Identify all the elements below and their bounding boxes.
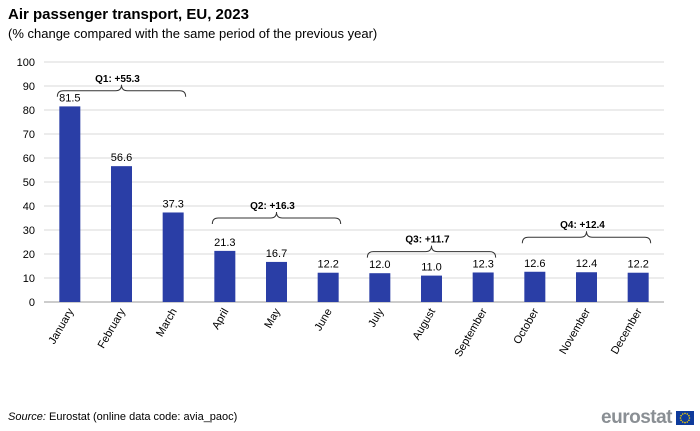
data-label: 16.7 <box>266 248 287 260</box>
y-tick-label: 60 <box>23 153 35 165</box>
x-tick-label: February <box>96 306 129 351</box>
data-label: 81.5 <box>59 92 80 104</box>
x-tick-label: July <box>366 306 386 329</box>
x-tick-label: October <box>511 306 541 346</box>
data-label: 12.3 <box>472 258 493 270</box>
chart-subtitle: (% change compared with the same period … <box>8 26 378 41</box>
bar-june <box>317 272 339 302</box>
y-tick-label: 0 <box>29 297 35 309</box>
eurostat-logo: eurostat <box>601 407 694 429</box>
bar-september <box>472 272 494 302</box>
quarter-label-q2: Q2: +16.3 <box>250 201 295 212</box>
data-label: 37.3 <box>162 198 183 210</box>
quarter-label-q3: Q3: +11.7 <box>405 235 450 246</box>
logo-text: eurostat <box>601 407 672 428</box>
bar-march <box>162 212 184 302</box>
y-tick-label: 40 <box>23 201 35 213</box>
bar-july <box>369 273 391 302</box>
y-tick-label: 80 <box>23 105 35 117</box>
quarter-bracket-q1 <box>56 84 187 97</box>
bar-august <box>421 275 442 302</box>
x-tick-label: January <box>46 306 76 346</box>
y-tick-label: 90 <box>23 81 35 93</box>
y-tick-label: 10 <box>23 273 35 285</box>
x-tick-label: December <box>609 306 645 356</box>
x-tick-label: May <box>262 306 283 330</box>
data-label: 12.0 <box>369 259 390 271</box>
x-tick-label: April <box>210 307 231 332</box>
data-label: 21.3 <box>214 237 235 249</box>
quarter-label-q4: Q4: +12.4 <box>560 220 605 231</box>
source-text: Eurostat (online data code: avia_paoc) <box>48 411 238 423</box>
quarter-bracket-q2 <box>211 211 342 225</box>
bar-april <box>214 250 236 302</box>
x-tick-label: November <box>557 306 593 356</box>
bar-january <box>59 106 81 303</box>
y-tick-label: 50 <box>23 177 35 189</box>
data-label: 12.2 <box>627 259 648 271</box>
y-tick-label: 30 <box>23 225 35 237</box>
x-tick-label: September <box>452 306 489 359</box>
y-tick-label: 100 <box>17 57 35 69</box>
x-tick-label: March <box>154 307 180 339</box>
bar-february <box>111 166 132 302</box>
x-tick-label: August <box>411 307 439 343</box>
data-label: 12.2 <box>317 259 338 271</box>
y-tick-label: 70 <box>23 129 35 141</box>
quarter-bracket-q3 <box>366 245 497 258</box>
chart-title: Air passenger transport, EU, 2023 <box>8 6 249 23</box>
quarter-bracket-q4 <box>521 231 652 244</box>
eu-flag-icon <box>676 411 694 425</box>
x-tick-label: June <box>312 307 334 334</box>
source-label: Source: <box>8 411 46 423</box>
quarter-label-q1: Q1: +55.3 <box>95 74 140 85</box>
data-label: 12.6 <box>524 258 545 270</box>
data-label: 12.4 <box>576 258 597 270</box>
bar-december <box>627 272 649 302</box>
bar-november <box>576 272 597 302</box>
data-label: 56.6 <box>111 152 132 164</box>
y-tick-label: 20 <box>23 249 35 261</box>
bar-october <box>524 271 546 302</box>
data-label: 11.0 <box>421 262 442 274</box>
source-note: Source: Eurostat (online data code: avia… <box>8 411 237 423</box>
bar-may <box>266 261 287 302</box>
